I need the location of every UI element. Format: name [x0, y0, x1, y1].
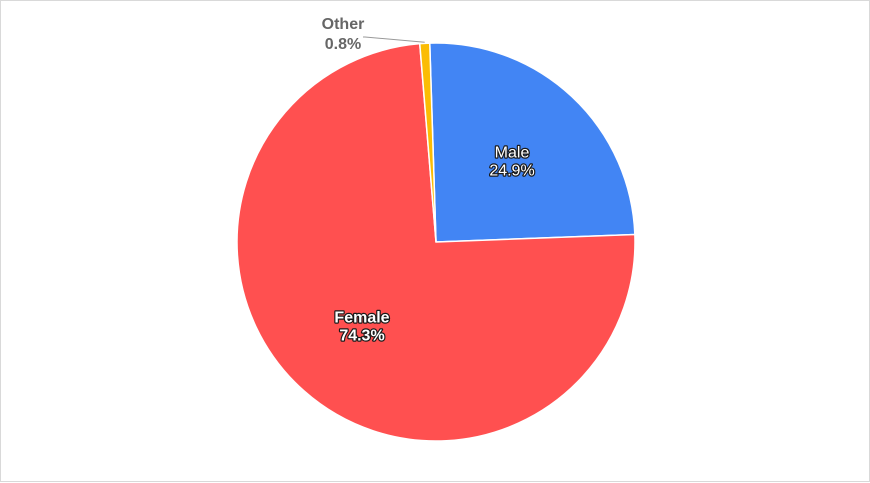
slice-label-name: Female	[334, 309, 389, 326]
slice-label-male: Male 24.9%	[489, 145, 534, 180]
pie-slice-male	[428, 42, 636, 243]
slice-label-value: 74.3%	[339, 327, 384, 344]
slice-label-name: Male	[495, 145, 530, 162]
pie-slice-female	[236, 42, 636, 442]
slice-label-value: 0.8%	[325, 36, 361, 53]
slice-label-name: Other	[322, 16, 365, 33]
slice-label-other: Other 0.8%	[322, 16, 365, 53]
leader-line-other	[363, 36, 425, 43]
pie-labels: Male 24.9% Female 74.3% Other 0.8%	[322, 16, 536, 346]
pie-slices	[236, 42, 636, 442]
pie-slice-other	[418, 42, 437, 243]
slice-label-female: Female 74.3%	[334, 309, 389, 344]
pie-leader-lines	[363, 36, 425, 43]
slice-label-value: 24.9%	[489, 163, 534, 180]
